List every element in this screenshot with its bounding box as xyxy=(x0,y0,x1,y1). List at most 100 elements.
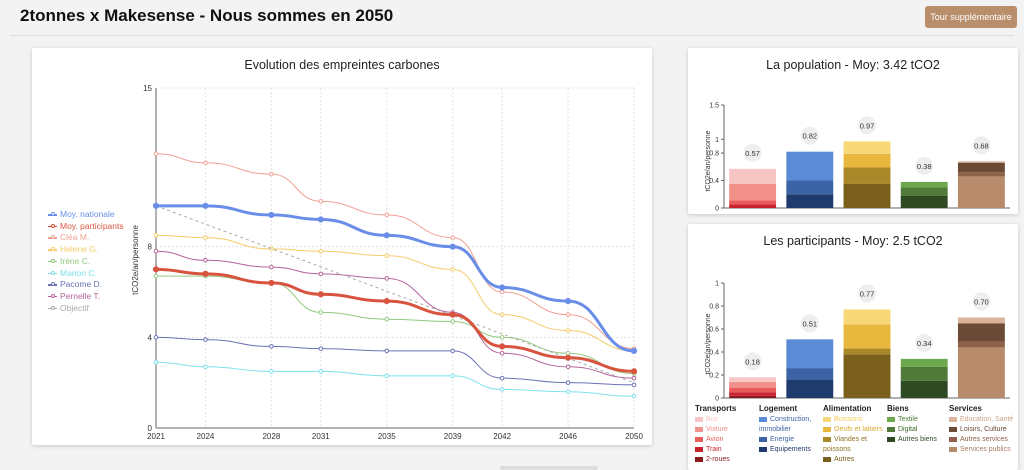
swatch xyxy=(823,416,831,422)
swatch xyxy=(695,446,703,452)
data-point xyxy=(630,368,638,375)
population-ylabel: tCO2e/an/personne xyxy=(705,130,712,191)
legend-swatch xyxy=(48,306,57,310)
app-title: 2tonnes x Makesense - Nous sommes en 205… xyxy=(20,6,394,25)
y-tick-label: 0.8 xyxy=(709,304,719,311)
legend-swatch xyxy=(48,282,57,286)
total-badge xyxy=(915,333,934,352)
x-tick-label: 2050 xyxy=(625,432,643,441)
line-chart-legend: Moy. nationale Moy. participants Cléa M. He… xyxy=(48,209,153,319)
legend-swatch xyxy=(48,271,57,274)
extra-round-button[interactable]: Tour supplémentaire xyxy=(925,6,1017,28)
data-point xyxy=(203,235,208,240)
data-point xyxy=(631,382,637,388)
data-point xyxy=(383,297,390,305)
category-services-label: Services xyxy=(949,404,982,413)
data-point xyxy=(499,343,506,350)
swatch xyxy=(695,456,703,462)
legend-entry[interactable]: Marion C. xyxy=(48,268,97,278)
bar-segment xyxy=(786,379,834,398)
total-badge xyxy=(800,126,819,145)
legend-entry[interactable]: Objectif xyxy=(48,303,89,313)
data-point xyxy=(449,311,456,318)
total-badge xyxy=(972,292,991,311)
swatch xyxy=(823,426,831,432)
data-point xyxy=(499,335,505,340)
bar-segment xyxy=(786,339,834,369)
y-tick-label: 0 xyxy=(715,206,719,213)
y-tick-label: 1 xyxy=(715,137,719,144)
bar-segment xyxy=(729,381,777,388)
horizontal-scrollbar[interactable] xyxy=(500,466,598,470)
swatch xyxy=(695,416,703,422)
series-line xyxy=(155,204,635,353)
legend-label: Objectif xyxy=(60,302,89,313)
bar-segment xyxy=(786,194,834,208)
bar-segment xyxy=(957,323,1005,342)
bar-segment xyxy=(729,168,777,184)
category-item: Train xyxy=(695,445,736,455)
y-tick-label: 0.4 xyxy=(709,178,719,185)
category-item: Avion xyxy=(695,435,736,445)
total-badge xyxy=(800,314,819,333)
swatch xyxy=(949,446,957,452)
bar-total-label: 0.82 xyxy=(802,132,817,141)
x-tick-label: 2021 xyxy=(147,432,165,441)
legend-swatch xyxy=(48,294,57,298)
bar-segment xyxy=(843,324,891,349)
legend-entry[interactable]: Helene G. xyxy=(48,244,98,254)
line-chart-title: Evolution des empreintes carbones xyxy=(244,58,440,72)
swatch xyxy=(949,426,957,432)
bar-segment xyxy=(900,181,948,188)
legend-entry[interactable]: Pacome D. xyxy=(48,279,102,289)
population-card: La population - Moy: 3.42 tCO2 0 0.4 0.8 1 1… xyxy=(688,48,1018,214)
data-point xyxy=(318,369,324,374)
swatch xyxy=(759,446,767,452)
line-chart: 2021 2024 2028 2031 2035 2039 2042 2046 2050 0 4 8 1… xyxy=(131,84,643,441)
data-point xyxy=(203,257,208,263)
participants-bar-chart: 0 0.2 0.4 0.6 0.8 1 0.18 0.51 0.77 0.34 0.70 tCO2… xyxy=(705,281,1010,402)
legend-label: Pacome D. xyxy=(60,279,103,290)
legend-entry[interactable]: Moy. nationale xyxy=(48,209,115,219)
bar-segment xyxy=(729,377,777,382)
legend-entry[interactable]: Irène C. xyxy=(48,256,90,266)
data-point xyxy=(152,202,160,209)
population-bar-chart: 0 0.4 0.8 1 1.5 0.57 0.82 0.97 0.38 0.68 tCO2e/a… xyxy=(705,103,1010,213)
data-point xyxy=(384,212,390,218)
legend-entry[interactable]: Moy. participants xyxy=(48,221,124,231)
bar-segment xyxy=(900,380,948,398)
bar-segment xyxy=(786,368,834,380)
legend-label: Moy. nationale xyxy=(60,209,115,219)
data-point xyxy=(631,375,637,381)
data-point xyxy=(153,151,159,157)
series-line xyxy=(155,250,635,379)
legend-label: Pernelle T. xyxy=(60,290,101,301)
legend-entry[interactable]: Cléa M. xyxy=(48,232,89,242)
data-point xyxy=(499,312,505,317)
data-point xyxy=(565,328,571,333)
category-alimentation-label: Alimentation xyxy=(823,404,872,413)
data-point xyxy=(153,273,159,279)
series-line xyxy=(155,336,635,386)
data-point xyxy=(565,364,571,370)
data-point xyxy=(564,354,572,361)
category-item: Viandes et poissons xyxy=(823,436,867,453)
data-point xyxy=(499,289,505,295)
x-tick-label: 2039 xyxy=(444,432,462,441)
legend-entry[interactable]: Pernelle T. xyxy=(48,291,100,301)
category-item: 2-roues xyxy=(695,455,736,465)
data-point xyxy=(450,267,455,272)
data-point xyxy=(318,310,324,315)
data-point xyxy=(384,373,390,379)
app-header: 2tonnes x Makesense - Nous sommes en 205… xyxy=(0,0,1024,36)
data-point xyxy=(499,284,506,291)
data-point xyxy=(203,364,208,370)
bar-segment xyxy=(957,162,1005,173)
bar-segment xyxy=(843,348,891,355)
bar-segment xyxy=(900,358,948,367)
total-badge xyxy=(915,156,934,175)
data-point xyxy=(269,344,274,349)
bar-segment xyxy=(843,167,891,184)
x-tick-label: 2046 xyxy=(559,432,577,441)
data-point xyxy=(449,243,456,250)
